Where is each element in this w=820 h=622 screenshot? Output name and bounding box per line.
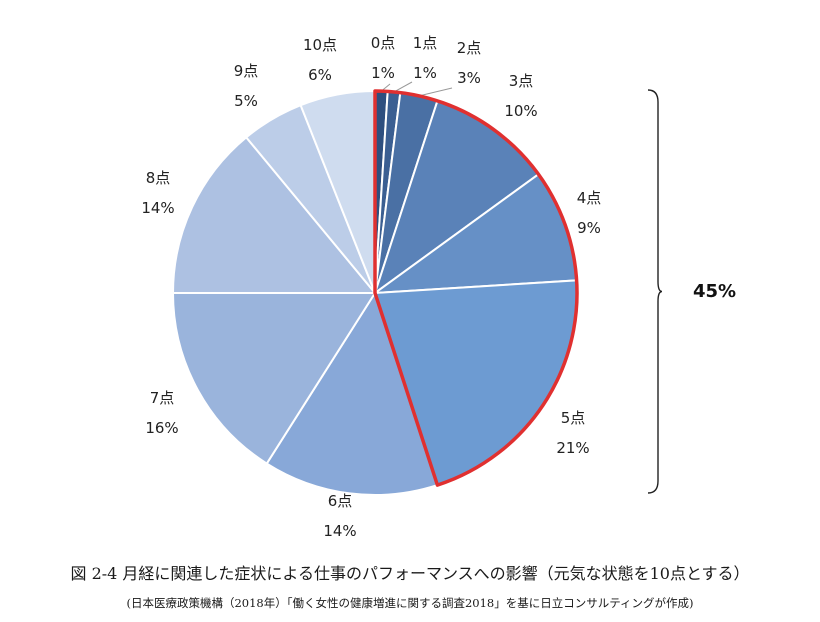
slice-category-label: 5点	[561, 409, 586, 427]
slice-category-label: 0点	[371, 34, 396, 52]
bracket-brace	[647, 89, 663, 494]
slice-value-label: 3%	[457, 69, 481, 87]
slice-value-label: 1%	[371, 64, 395, 82]
slice-category-label: 1点	[413, 34, 438, 52]
slice-value-label: 14%	[141, 199, 174, 217]
slice-category-label: 7点	[150, 389, 175, 407]
slice-value-label: 14%	[323, 522, 356, 540]
slice-labels: 0点 1% 1点 1% 2点 3% 3点 10% 4点 9% 5点 21% 6点 14% 7点 16% 8点 14…	[141, 34, 601, 540]
highlight-outline	[373, 89, 579, 487]
slice-value-label: 16%	[145, 419, 178, 437]
pie-chart: 0点 1% 1点 1% 2点 3% 3点 10% 4点 9% 5点 21% 6点 14% 7点 16% 8点 14…	[141, 34, 736, 540]
figure-source: (日本医療政策機構（2018年）「働く女性の健康増進に関する調査2018」を基に…	[126, 596, 694, 610]
slice-value-label: 21%	[556, 439, 589, 457]
slice-category-label: 4点	[577, 189, 602, 207]
slice-category-label: 2点	[457, 39, 482, 57]
bracket-label: 45%	[693, 281, 736, 302]
figure-caption: 図 2-4 月経に関連した症状による仕事のパフォーマンスへの影響（元気な状態を1…	[70, 564, 750, 583]
slice-value-label: 9%	[577, 219, 601, 237]
slice-category-label: 3点	[509, 72, 534, 90]
slice-category-label: 9点	[234, 62, 259, 80]
slice-category-label: 10点	[303, 36, 337, 54]
pie-slice-7	[171, 292, 377, 465]
leader-line	[418, 87, 453, 97]
slice-value-label: 1%	[413, 64, 437, 82]
slice-category-label: 6点	[328, 492, 353, 510]
leader-line	[393, 81, 413, 93]
slice-value-label: 10%	[504, 102, 537, 120]
slice-value-label: 6%	[308, 66, 332, 84]
slice-value-label: 5%	[234, 92, 258, 110]
pie-slice-6	[265, 290, 439, 496]
slice-category-label: 8点	[146, 169, 171, 187]
pie-slice-8	[171, 135, 378, 294]
